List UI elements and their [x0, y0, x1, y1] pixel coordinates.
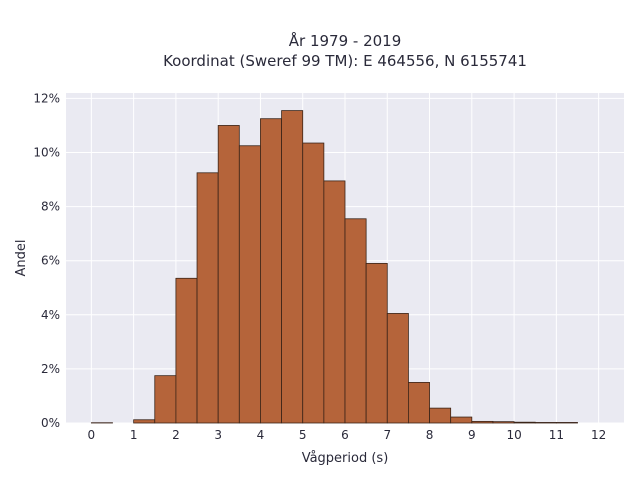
histogram-bar	[471, 420, 494, 424]
y-tick-label: 0%	[41, 416, 60, 430]
histogram-bar	[238, 145, 261, 424]
x-axis-label: Vågperiod (s)	[302, 451, 389, 466]
y-axis-label: Andel	[14, 240, 29, 277]
x-tick-label: 10	[506, 428, 521, 442]
histogram-bar	[429, 407, 452, 424]
x-tick-label: 3	[214, 428, 222, 442]
x-tick-label: 0	[88, 428, 96, 442]
y-tick-label: 12%	[33, 91, 60, 105]
histogram-bar	[408, 382, 430, 424]
x-tick-label: 4	[257, 428, 265, 442]
histogram-bar	[133, 419, 156, 424]
x-tick-label: 6	[341, 428, 349, 442]
x-tick-label: 2	[172, 428, 180, 442]
chart-title-line-1: År 1979 - 2019	[289, 31, 402, 50]
histogram-bar	[260, 118, 282, 424]
x-tick-label: 12	[591, 428, 606, 442]
histogram-bar	[344, 218, 367, 424]
x-tick-label: 11	[549, 428, 564, 442]
x-tick-label: 7	[383, 428, 391, 442]
histogram-bar	[154, 375, 177, 424]
histogram-bar	[281, 110, 304, 424]
histogram-bar	[534, 422, 557, 424]
y-tick-label: 2%	[41, 362, 60, 376]
histogram-bar	[323, 180, 346, 424]
histogram-bar	[196, 172, 219, 424]
y-tick-label: 10%	[33, 146, 60, 160]
x-tick-label: 9	[468, 428, 476, 442]
histogram-bar	[302, 142, 325, 424]
y-tick-label: 4%	[41, 308, 60, 322]
histogram-bar	[217, 125, 240, 424]
histogram-bar	[555, 422, 578, 424]
x-axis-ticks: 0 1 2 3 4 5 6 7 8 9 10 11 12	[88, 428, 607, 442]
histogram-bar	[450, 416, 473, 424]
x-tick-label: 5	[299, 428, 307, 442]
histogram-bar	[492, 421, 515, 424]
bars	[90, 110, 578, 424]
histogram-bar	[386, 313, 409, 424]
chart-title-line-2: Koordinat (Sweref 99 TM): E 464556, N 61…	[163, 52, 527, 70]
histogram-bar	[175, 277, 198, 424]
y-tick-label: 6%	[41, 254, 60, 268]
x-tick-label: 1	[130, 428, 138, 442]
y-tick-label: 8%	[41, 200, 60, 214]
histogram-bar	[365, 263, 388, 424]
x-tick-label: 8	[426, 428, 434, 442]
y-axis-ticks: 0% 2% 4% 6% 8% 10% 12%	[33, 91, 60, 430]
histogram-bar	[513, 421, 536, 424]
